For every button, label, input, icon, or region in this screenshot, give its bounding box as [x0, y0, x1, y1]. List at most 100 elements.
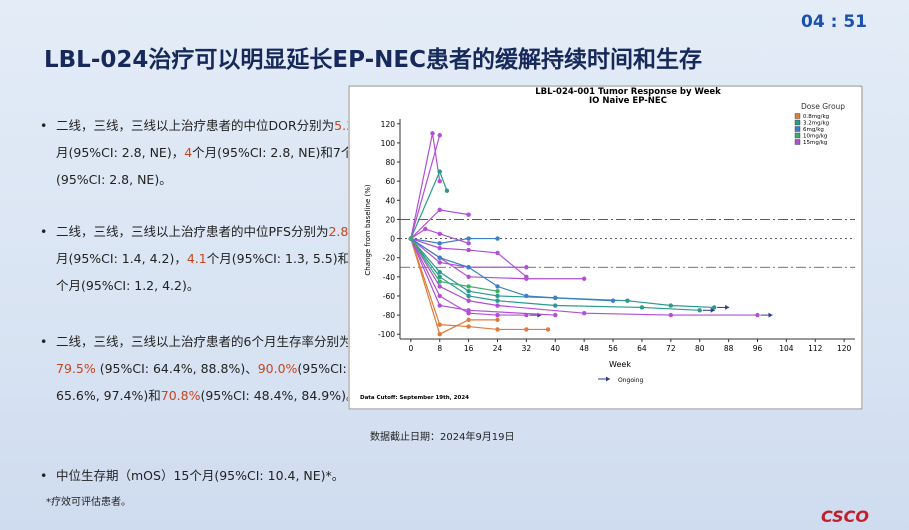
response-point	[697, 308, 702, 313]
x-tick-label: 64	[637, 344, 647, 353]
response-point	[466, 274, 471, 280]
response-line	[410, 238, 498, 336]
legend-title: Dose Group	[801, 102, 845, 111]
response-point	[437, 303, 442, 308]
response-point	[437, 260, 442, 265]
response-line	[410, 238, 527, 268]
bullet-text: 个月(95%CI: 1.3, 5.5)和	[206, 251, 351, 266]
response-point	[444, 188, 450, 193]
x-tick-label: 32	[522, 344, 532, 353]
legend-label: 10mg/kg	[803, 134, 827, 140]
x-tick-label: 96	[753, 344, 763, 353]
response-point	[466, 288, 471, 294]
x-axis-label: Week	[609, 360, 631, 369]
bullet-text: 二线，三线，三线以上治疗患者的中位PFS分别为	[56, 224, 329, 239]
response-point	[581, 276, 587, 281]
response-point	[495, 236, 500, 241]
legend-swatch	[794, 139, 801, 145]
response-point	[437, 178, 442, 184]
response-point	[437, 245, 442, 251]
response-point	[495, 317, 500, 323]
response-point	[668, 303, 674, 308]
highlight-text: 4.1	[186, 251, 207, 266]
highlight-text: 4	[184, 145, 193, 160]
response-point	[524, 265, 529, 270]
response-point	[495, 298, 500, 303]
response-point	[581, 310, 587, 316]
footnote: *疗效可评估患者。	[46, 497, 131, 508]
x-tick-label: 72	[666, 344, 676, 353]
x-tick-label: 16	[464, 344, 474, 353]
response-line	[410, 238, 498, 292]
y-axis-label: Change from baseline (%)	[364, 184, 372, 275]
response-point	[466, 236, 471, 241]
response-line	[410, 135, 441, 239]
response-point	[437, 293, 442, 299]
response-point	[466, 298, 471, 303]
chart-subtitle: IO Naive EP-NEC	[589, 96, 667, 106]
bullet-text: 个月(95%CI: 1.2, 4.2)。	[56, 278, 200, 293]
legend-label: 0.8mg/kg	[803, 114, 829, 120]
response-point	[524, 327, 529, 332]
bullet: 中位生存期（mOS）15个月(95%CI: 10.4, NE)*。	[40, 462, 371, 489]
response-point	[466, 284, 471, 289]
response-point	[437, 231, 442, 236]
response-point	[553, 312, 558, 318]
response-point	[437, 169, 442, 174]
legend-label: 3.2mg/kg	[803, 121, 829, 127]
timer: 04 : 51	[801, 12, 867, 32]
logo: CSCO	[820, 507, 869, 526]
legend-swatch	[794, 126, 801, 132]
bullet-text: 二线，三线，三线以上治疗患者的6个月生存率分别为	[56, 334, 352, 349]
response-point	[408, 236, 414, 241]
response-point	[466, 241, 471, 246]
response-point	[524, 276, 529, 281]
response-point	[466, 212, 471, 217]
chart-caption: 数据截止日期：2024年9月19日	[370, 432, 515, 443]
x-tick-label: 24	[493, 344, 503, 353]
response-point	[668, 312, 674, 318]
y-tick-label: -60	[383, 292, 395, 301]
ongoing-arrowhead	[606, 376, 610, 382]
y-tick-label: -80	[383, 311, 395, 320]
response-point	[437, 322, 442, 327]
response-point	[437, 269, 442, 275]
response-point	[495, 312, 500, 318]
x-tick-label: 88	[724, 344, 734, 353]
bullet-text: 二线，三线，三线以上治疗患者的中位DOR分别为	[56, 118, 335, 133]
x-tick-label: 40	[551, 344, 561, 353]
y-tick-label: 40	[385, 196, 395, 205]
response-line	[410, 238, 556, 316]
bullet-text: (95%CI: 48.4%, 84.9%)。	[200, 388, 359, 403]
slide-title: LBL-024治疗可以明显延长EP-NEC患者的缓解持续时间和生存	[44, 47, 702, 73]
response-point	[437, 284, 442, 289]
bullet-text: 个月(95%CI: 2.8, NE)和7个月(95%CI: 2.8, NE)。	[56, 145, 366, 187]
response-point	[711, 305, 717, 310]
x-tick-label: 48	[579, 344, 589, 353]
response-point	[466, 317, 471, 323]
highlight-text: 2.8	[328, 224, 349, 239]
response-point	[625, 298, 630, 303]
bullet-text: 中位生存期（mOS）15个月(95%CI: 10.4, NE)*。	[56, 468, 345, 483]
x-tick-label: 8	[437, 344, 442, 353]
response-point	[553, 295, 558, 301]
bullet: 二线，三线，三线以上治疗患者的6个月生存率分别为 79.5% (95%CI: 64…	[40, 328, 371, 409]
response-point	[437, 279, 442, 284]
response-point	[495, 327, 500, 332]
x-tick-label: 104	[779, 344, 794, 353]
response-point	[430, 131, 435, 136]
response-line	[410, 238, 549, 331]
ongoing-arrowhead	[710, 307, 715, 313]
response-point	[437, 207, 442, 213]
response-point	[466, 293, 471, 299]
response-point	[437, 133, 442, 138]
highlight-text: 70.8%	[160, 388, 201, 403]
response-point	[545, 327, 551, 332]
chart-title: LBL-024-001 Tumor Response by Week	[535, 87, 721, 97]
legend-label: 15mg/kg	[803, 140, 827, 146]
ongoing-arrowhead	[768, 312, 773, 318]
y-tick-label: 120	[381, 120, 396, 129]
bullet: 二线，三线，三线以上治疗患者的中位PFS分别为2.8个月(95%CI: 1.4,…	[40, 218, 371, 299]
y-tick-label: 100	[381, 139, 396, 148]
